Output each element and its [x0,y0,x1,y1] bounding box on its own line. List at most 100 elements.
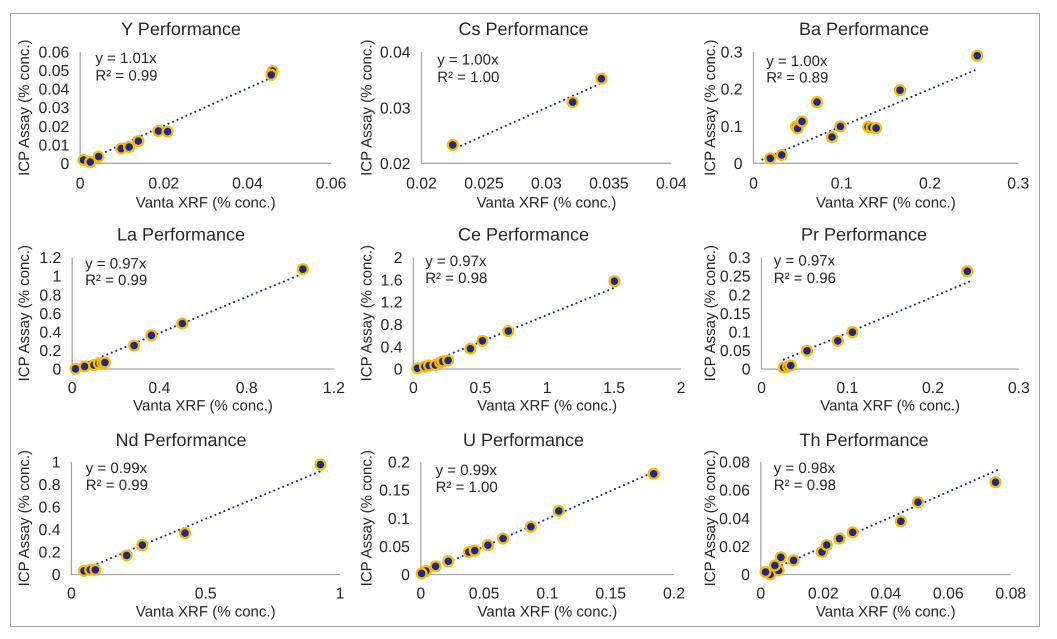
svg-text:Cs Performance: Cs Performance [458,19,588,39]
svg-text:0.06: 0.06 [719,483,750,500]
svg-text:ICP Assay (% conc.): ICP Assay (% conc.) [702,245,719,381]
svg-text:y = 0.97x: y = 0.97x [774,253,836,270]
svg-text:0.5: 0.5 [195,586,217,603]
svg-text:R² = 0.98: R² = 0.98 [425,270,487,287]
svg-text:ICP Assay (% conc.): ICP Assay (% conc.) [16,245,33,381]
svg-text:R² = 0.99: R² = 0.99 [85,272,147,289]
svg-text:y = 0.99x: y = 0.99x [86,460,148,477]
svg-text:0.02: 0.02 [380,156,411,173]
svg-text:0.025: 0.025 [464,175,504,192]
svg-text:y = 0.97x: y = 0.97x [425,253,487,270]
svg-text:Vanta XRF (% conc.): Vanta XRF (% conc.) [816,195,956,212]
svg-text:y = 1.01x: y = 1.01x [95,50,157,67]
svg-text:0.2: 0.2 [729,287,751,304]
svg-text:0.6: 0.6 [39,306,61,323]
svg-text:0.2: 0.2 [922,380,944,397]
svg-text:0.25: 0.25 [720,269,751,286]
svg-text:0.035: 0.035 [589,175,629,192]
svg-text:0.8: 0.8 [236,380,258,397]
svg-text:0.05: 0.05 [720,343,751,360]
svg-text:0.3: 0.3 [1008,380,1030,397]
svg-text:0.06: 0.06 [39,45,70,62]
svg-text:R² = 1.00: R² = 1.00 [437,69,499,86]
svg-text:Pr Performance: Pr Performance [801,224,927,244]
svg-text:ICP Assay (% conc.): ICP Assay (% conc.) [702,450,719,586]
svg-text:1.2: 1.2 [323,380,345,397]
svg-text:y = 1.00x: y = 1.00x [766,53,828,70]
svg-text:0: 0 [757,380,766,397]
svg-text:0: 0 [749,175,758,192]
svg-text:0: 0 [734,156,743,173]
svg-text:R² = 1.00: R² = 1.00 [436,479,498,496]
svg-text:ICP Assay (% conc.): ICP Assay (% conc.) [358,39,375,175]
svg-text:0.05: 0.05 [379,539,410,556]
svg-text:0.05: 0.05 [39,63,70,80]
svg-text:1.5: 1.5 [603,380,625,397]
svg-text:0.2: 0.2 [663,586,685,603]
svg-text:0.08: 0.08 [719,455,750,472]
svg-text:ICP Assay (% conc.): ICP Assay (% conc.) [358,245,375,381]
svg-text:0.02: 0.02 [148,175,179,192]
svg-text:1: 1 [52,455,61,472]
svg-text:Vanta XRF (% conc.): Vanta XRF (% conc.) [136,195,276,212]
svg-text:R² = 0.99: R² = 0.99 [86,477,148,494]
svg-text:y = 0.99x: y = 0.99x [436,462,498,479]
svg-text:0: 0 [756,586,765,603]
svg-text:0: 0 [416,586,425,603]
svg-text:Vanta XRF (% conc.): Vanta XRF (% conc.) [477,398,617,415]
svg-text:0.15: 0.15 [379,483,410,500]
svg-text:0.01: 0.01 [39,137,70,154]
svg-text:Vanta XRF (% conc.): Vanta XRF (% conc.) [477,195,617,212]
svg-text:0: 0 [61,156,70,173]
svg-text:0.08: 0.08 [995,586,1026,603]
svg-text:Nd Performance: Nd Performance [115,430,246,450]
svg-text:0.8: 0.8 [39,287,61,304]
svg-text:0: 0 [741,567,750,584]
svg-text:y = 0.97x: y = 0.97x [85,256,147,273]
svg-text:0.2: 0.2 [721,82,743,99]
svg-text:0.2: 0.2 [39,343,61,360]
svg-text:0.05: 0.05 [469,586,500,603]
svg-text:0.15: 0.15 [720,306,751,323]
svg-text:1.2: 1.2 [381,295,403,312]
svg-text:Vanta XRF (% conc.): Vanta XRF (% conc.) [133,398,273,415]
svg-text:2: 2 [394,250,403,267]
svg-text:R² = 0.96: R² = 0.96 [774,270,836,287]
svg-text:ICP Assay (% conc.): ICP Assay (% conc.) [358,450,375,586]
svg-text:1: 1 [53,269,62,286]
svg-text:0.04: 0.04 [656,175,687,192]
svg-text:2: 2 [677,380,686,397]
svg-text:0: 0 [52,567,61,584]
svg-text:0.02: 0.02 [808,586,839,603]
svg-text:R² = 0.89: R² = 0.89 [766,69,828,86]
svg-text:0.2: 0.2 [39,545,61,562]
svg-text:Vanta XRF (% conc.): Vanta XRF (% conc.) [820,398,960,415]
svg-text:1: 1 [543,380,552,397]
svg-text:ICP Assay (% conc.): ICP Assay (% conc.) [16,450,33,586]
svg-text:0.4: 0.4 [39,324,61,341]
svg-text:0.02: 0.02 [39,119,70,136]
svg-text:0.04: 0.04 [39,82,70,99]
svg-text:0.02: 0.02 [719,539,750,556]
svg-text:R² = 0.99: R² = 0.99 [95,67,157,84]
svg-text:0.8: 0.8 [381,317,403,334]
svg-text:0.1: 0.1 [729,324,751,341]
svg-text:ICP Assay (% conc.): ICP Assay (% conc.) [16,39,33,175]
svg-text:0.1: 0.1 [388,511,410,528]
svg-text:0.1: 0.1 [721,119,743,136]
svg-text:0.04: 0.04 [380,45,411,62]
svg-text:0.1: 0.1 [536,586,558,603]
svg-text:0.5: 0.5 [469,380,491,397]
svg-text:0.06: 0.06 [316,175,347,192]
svg-text:0.04: 0.04 [870,586,901,603]
svg-text:0.02: 0.02 [406,175,437,192]
svg-text:Vanta XRF (% conc.): Vanta XRF (% conc.) [478,603,618,620]
svg-text:y = 1.00x: y = 1.00x [437,52,499,69]
svg-text:U Performance: U Performance [463,430,584,450]
svg-text:1.6: 1.6 [381,272,403,289]
svg-text:0.04: 0.04 [719,511,750,528]
svg-text:0.8: 0.8 [39,477,61,494]
svg-text:0.6: 0.6 [39,500,61,517]
svg-text:0: 0 [68,380,77,397]
svg-text:La Performance: La Performance [117,224,245,244]
